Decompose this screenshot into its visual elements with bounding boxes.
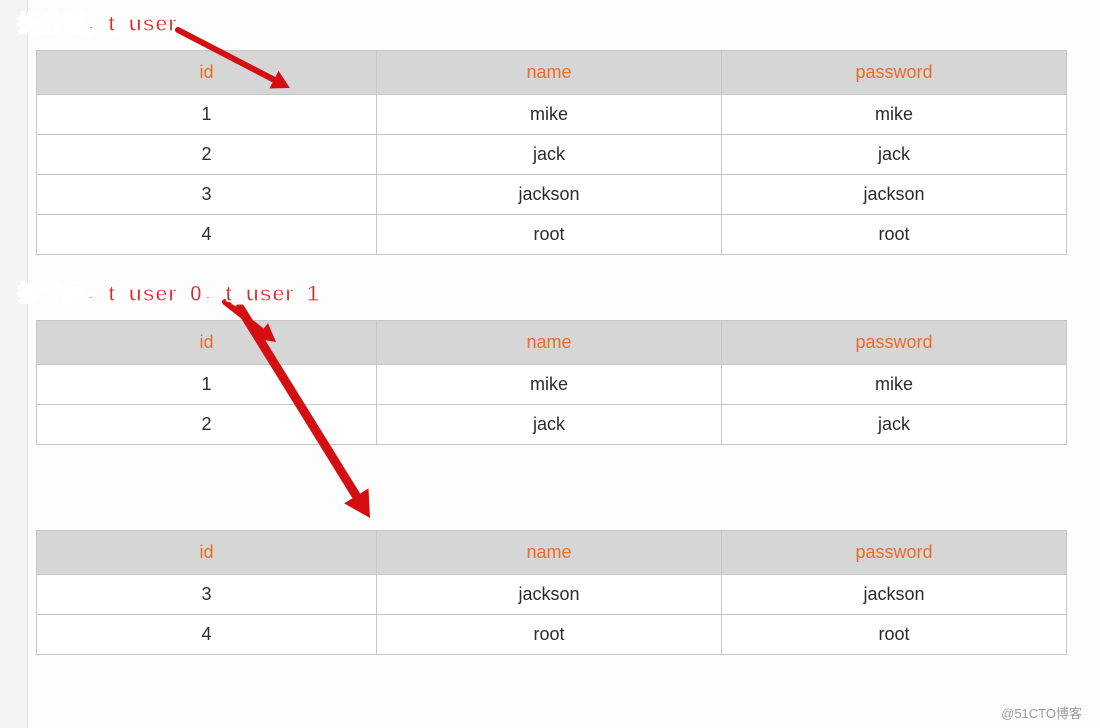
column-header-id: id	[37, 51, 377, 95]
table-cell: jackson	[377, 575, 722, 615]
table-cell: 2	[37, 405, 377, 445]
table-cell: root	[722, 215, 1067, 255]
column-header-password: password	[722, 531, 1067, 575]
table-cell: jack	[722, 135, 1067, 175]
table-cell: 3	[37, 175, 377, 215]
table-row: 2jackjack	[37, 405, 1067, 445]
table-row: 1mikemike	[37, 365, 1067, 405]
table-after-split-1: idnamepassword3jacksonjackson4rootroot	[36, 530, 1067, 655]
table-cell: jack	[377, 135, 722, 175]
table-cell: root	[722, 615, 1067, 655]
table-cell: root	[377, 215, 722, 255]
table-cell: 4	[37, 615, 377, 655]
table-cell: jackson	[722, 175, 1067, 215]
table-cell: mike	[377, 365, 722, 405]
table-cell: mike	[722, 365, 1067, 405]
column-header-name: name	[377, 321, 722, 365]
label-before-split: 拆分前，t_user	[18, 6, 177, 38]
table-row: 3jacksonjackson	[37, 575, 1067, 615]
table-cell: 3	[37, 575, 377, 615]
table-cell: 1	[37, 95, 377, 135]
column-header-id: id	[37, 531, 377, 575]
table-cell: root	[377, 615, 722, 655]
table-before-split: idnamepassword1mikemike2jackjack3jackson…	[36, 50, 1067, 255]
table-cell: 4	[37, 215, 377, 255]
column-header-name: name	[377, 531, 722, 575]
table-row: 3jacksonjackson	[37, 175, 1067, 215]
table-cell: mike	[722, 95, 1067, 135]
table-row: 4rootroot	[37, 615, 1067, 655]
column-header-password: password	[722, 321, 1067, 365]
line-gutter	[0, 0, 28, 728]
table-row: 1mikemike	[37, 95, 1067, 135]
table-cell: jackson	[377, 175, 722, 215]
table-cell: 2	[37, 135, 377, 175]
column-header-name: name	[377, 51, 722, 95]
table-row: 4rootroot	[37, 215, 1067, 255]
table-cell: jack	[377, 405, 722, 445]
table-cell: jack	[722, 405, 1067, 445]
table-cell: jackson	[722, 575, 1067, 615]
watermark: @51CTO博客	[1001, 703, 1082, 722]
column-header-password: password	[722, 51, 1067, 95]
table-cell: 1	[37, 365, 377, 405]
table-cell: mike	[377, 95, 722, 135]
label-after-split: 拆分后，t_user_0，t_user_1	[18, 276, 320, 308]
table-row: 2jackjack	[37, 135, 1067, 175]
table-after-split-0: idnamepassword1mikemike2jackjack	[36, 320, 1067, 445]
column-header-id: id	[37, 321, 377, 365]
